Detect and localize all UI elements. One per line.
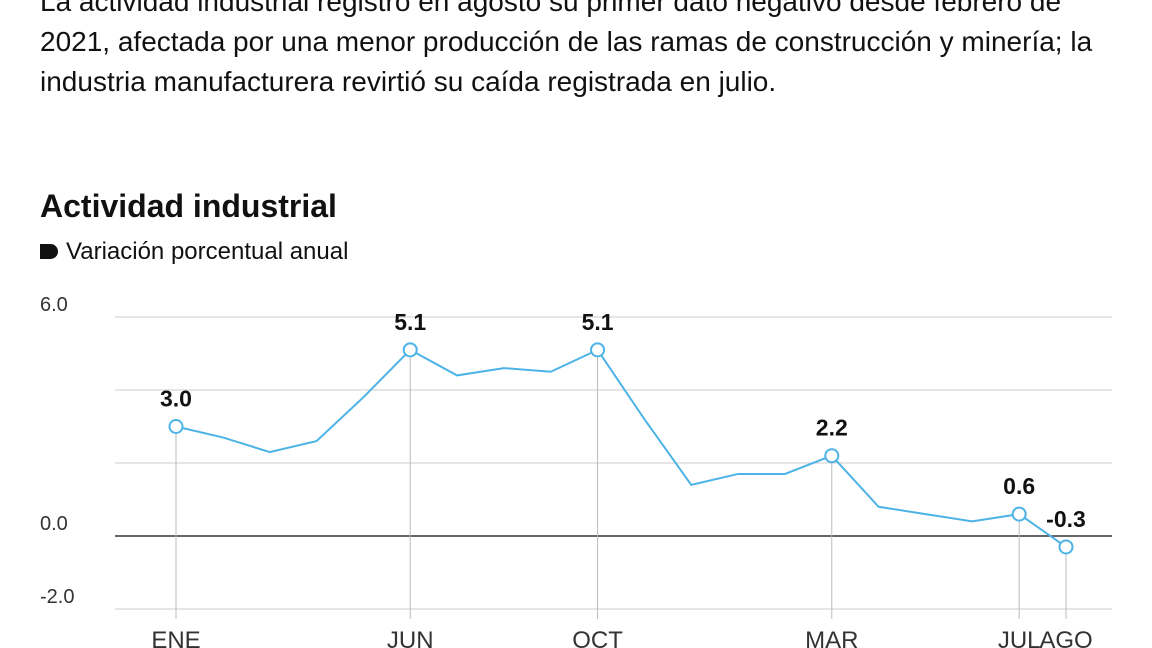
value-label: 5.1 — [582, 309, 614, 335]
y-tick-label: -2.0 — [40, 586, 74, 608]
point — [402, 342, 418, 358]
x-tick-label: JUN — [387, 627, 434, 648]
chart-subtitle: Variación porcentual anual — [40, 238, 348, 266]
x-tick-label: ENE — [151, 627, 200, 648]
point — [1058, 539, 1074, 555]
series-line — [175, 348, 1067, 548]
subtitle-text: Variación porcentual anual — [66, 238, 349, 265]
value-label: 2.2 — [816, 415, 848, 441]
chart-title: Actividad industrial — [40, 188, 337, 224]
value-label: 3.0 — [160, 386, 192, 412]
x-tick-label: AGO — [1039, 627, 1092, 648]
x-tick-label: MAR — [805, 627, 858, 648]
x-tick-label: OCT — [572, 627, 623, 648]
point — [590, 342, 606, 358]
subtitle-marker — [40, 244, 58, 259]
y-tick-label: 6.0 — [40, 294, 68, 316]
x-tick-label: JUL — [998, 627, 1041, 648]
point — [1011, 506, 1027, 522]
value-label: 0.6 — [1003, 473, 1035, 499]
point — [168, 419, 184, 434]
y-tick-label: 0.0 — [40, 513, 68, 535]
point — [824, 448, 840, 464]
value-label: -0.3 — [1046, 506, 1086, 532]
value-label: 5.1 — [394, 309, 426, 335]
intro-text: La actividad industrial registró en agos… — [40, 0, 1093, 97]
